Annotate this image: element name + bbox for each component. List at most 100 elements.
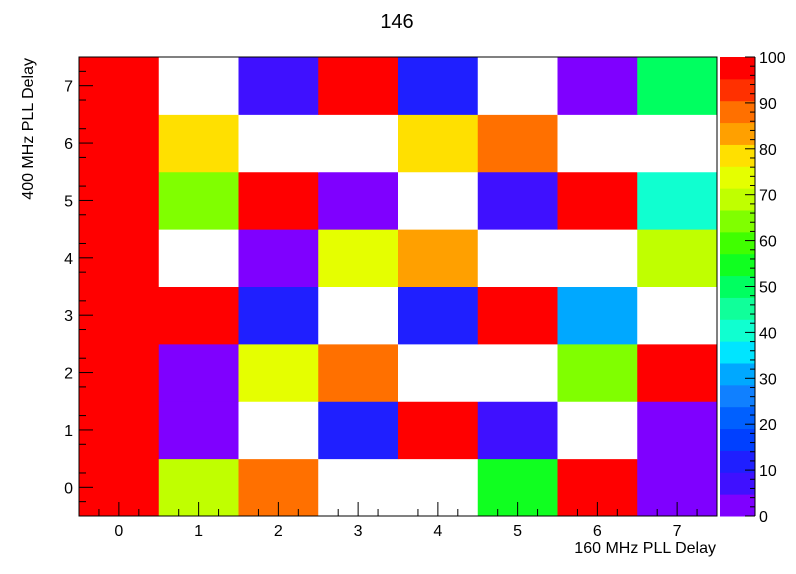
y-tick-label: 0 xyxy=(64,480,73,497)
color-scale-label: 10 xyxy=(759,463,777,480)
plot-frame xyxy=(78,56,718,517)
heatmap-cell xyxy=(398,57,479,115)
heatmap-cell xyxy=(477,401,558,460)
color-scale-block xyxy=(720,297,755,320)
color-scale-block xyxy=(720,188,755,211)
heatmap-cell xyxy=(398,171,479,230)
color-scale-block xyxy=(720,78,755,102)
color-scale-bar xyxy=(720,57,756,517)
heatmap-cell xyxy=(318,171,399,230)
heatmap-cell xyxy=(318,114,399,173)
heatmap-cell xyxy=(158,114,239,173)
heatmap-cell xyxy=(318,401,399,460)
heatmap-cell xyxy=(238,343,319,402)
heatmap-cell xyxy=(557,343,638,402)
heatmap-cell xyxy=(238,57,319,115)
color-scale-label: 80 xyxy=(759,142,777,159)
heatmap-cell xyxy=(557,286,638,345)
heatmap-cell xyxy=(398,286,479,345)
color-scale-block xyxy=(720,428,755,451)
color-scale-block xyxy=(720,275,755,298)
color-scale-block xyxy=(720,341,755,364)
color-scale-block xyxy=(720,231,755,255)
y-tick-label: 5 xyxy=(64,193,73,210)
x-tick-label: 4 xyxy=(433,523,442,540)
color-scale-label: 30 xyxy=(759,371,777,388)
y-tick-label: 1 xyxy=(64,423,73,440)
heatmap-cell xyxy=(158,343,239,402)
heatmap-cell xyxy=(477,229,558,287)
color-scale-label: 50 xyxy=(759,280,777,297)
color-scale-label: 40 xyxy=(759,325,777,342)
heatmap-cell xyxy=(158,229,239,287)
x-axis: 0 1 2 3 4 5 6 7 xyxy=(98,502,698,540)
heatmap-cell xyxy=(318,343,399,402)
x-tick-label: 7 xyxy=(673,523,682,540)
heatmap-cell xyxy=(557,229,638,287)
color-scale-block xyxy=(720,57,755,80)
color-scale-block xyxy=(720,363,755,386)
color-scale-block xyxy=(720,384,755,408)
heatmap-cell xyxy=(637,229,718,287)
color-scale-block xyxy=(720,144,755,167)
x-tick-label: 0 xyxy=(114,523,123,540)
color-scale-label: 60 xyxy=(759,234,777,251)
heatmap-cell xyxy=(158,171,239,230)
heatmap-cell xyxy=(637,171,718,230)
color-scale-label: 70 xyxy=(759,188,777,205)
color-scale-label: 90 xyxy=(759,96,777,113)
heatmap-cell xyxy=(238,401,319,460)
heatmap-cell xyxy=(398,114,479,173)
heatmap-cell xyxy=(557,57,638,115)
color-scale-block xyxy=(720,406,755,430)
x-tick-label: 1 xyxy=(194,523,203,540)
heatmap-cell xyxy=(477,57,558,115)
color-scale-block xyxy=(720,319,755,342)
heatmap-cell xyxy=(637,343,718,402)
heatmap-cell xyxy=(398,229,479,287)
x-tick-label: 2 xyxy=(274,523,283,540)
heatmap-cell xyxy=(238,114,319,173)
color-scale-block xyxy=(720,100,755,124)
y-tick-label: 6 xyxy=(64,136,73,153)
y-tick-label: 3 xyxy=(64,308,73,325)
y-tick-label: 4 xyxy=(64,251,73,268)
color-scale-axis: 0 10 20 30 40 50 60 70 80 90 100 xyxy=(745,50,786,526)
heatmap-cell xyxy=(637,114,718,173)
chart-title: 146 xyxy=(380,11,413,33)
heatmap-cell xyxy=(637,57,718,115)
heatmap-cell xyxy=(318,57,399,115)
heatmap-cell xyxy=(557,114,638,173)
heatmap-cell xyxy=(398,401,479,460)
color-scale-block xyxy=(720,166,755,189)
heatmap-cell xyxy=(158,286,239,345)
heatmap-cell xyxy=(477,286,558,345)
heatmap-cell xyxy=(477,171,558,230)
x-tick-label: 3 xyxy=(354,523,363,540)
y-axis: 0 1 2 3 4 5 6 7 xyxy=(64,70,93,503)
y-tick-label: 2 xyxy=(64,366,73,383)
heatmap-cell xyxy=(398,343,479,402)
heatmap-cell xyxy=(557,171,638,230)
heatmap-cell xyxy=(637,286,718,345)
heatmap-cell xyxy=(477,343,558,402)
color-scale-block xyxy=(720,210,755,233)
heatmap-cell xyxy=(238,171,319,230)
x-axis-label: 160 MHz PLL Delay xyxy=(574,540,716,557)
color-scale-block xyxy=(720,472,755,495)
heatmap-cell xyxy=(158,57,239,115)
color-scale-label: 0 xyxy=(759,509,768,526)
heatmap-cell xyxy=(158,401,239,460)
color-scale-label: 100 xyxy=(759,50,786,67)
x-tick-label: 5 xyxy=(513,523,522,540)
color-scale-block xyxy=(720,122,755,145)
heatmap-cell xyxy=(318,286,399,345)
color-scale-block xyxy=(720,253,755,277)
heatmap-cell xyxy=(557,401,638,460)
heatmap-cell xyxy=(318,229,399,287)
heatmap-cell xyxy=(477,114,558,173)
color-scale-block xyxy=(720,450,755,473)
heatmap-cell xyxy=(637,401,718,460)
heatmap-cells xyxy=(79,57,718,517)
